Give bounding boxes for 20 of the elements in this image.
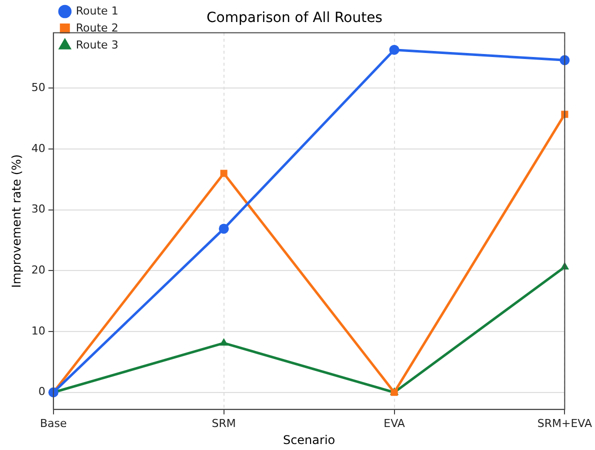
point bbox=[220, 170, 228, 177]
x-tick-label: SRM bbox=[212, 416, 236, 430]
point bbox=[218, 224, 229, 234]
y-tick-label: 30 bbox=[31, 202, 46, 216]
legend-label: Route 2 bbox=[76, 21, 118, 34]
y-tick-label: 40 bbox=[31, 142, 46, 155]
y-tick-label: 10 bbox=[31, 324, 46, 338]
y-axis-title: Improvement rate (%) bbox=[9, 154, 24, 288]
y-tick-label: 20 bbox=[31, 264, 46, 277]
y-tick-label: 0 bbox=[38, 385, 46, 398]
x-tick-label: EVA bbox=[384, 416, 406, 430]
y-tick-label: 50 bbox=[31, 81, 46, 94]
legend-label: Route 3 bbox=[76, 38, 118, 52]
x-tick-label: SRM+EVA bbox=[537, 416, 592, 430]
point bbox=[389, 44, 400, 55]
legend-label: Route 1 bbox=[76, 4, 118, 18]
chart-title: Comparison of All Routes bbox=[206, 10, 382, 26]
x-axis-title: Scenario bbox=[282, 432, 336, 447]
point bbox=[219, 338, 228, 346]
x-tick-label: Base bbox=[40, 416, 68, 430]
